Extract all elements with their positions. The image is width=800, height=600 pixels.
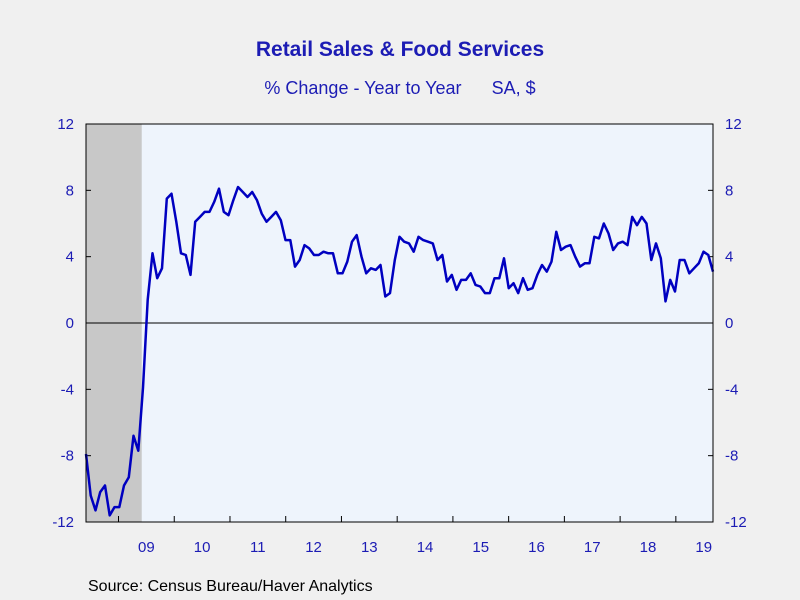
x-tick-label: 13 xyxy=(361,539,378,556)
y-tick-label-left: 4 xyxy=(66,249,74,266)
y-tick-label-right: -8 xyxy=(725,448,738,465)
y-axis-labels-left: 12 8 4 0 -4 -8 -12 xyxy=(52,116,74,531)
y-tick-label-right: 4 xyxy=(725,249,733,266)
x-tick-label: 16 xyxy=(528,539,545,556)
chart-source: Source: Census Bureau/Haver Analytics xyxy=(88,578,373,595)
y-tick-label-left: -12 xyxy=(52,514,74,531)
x-axis-labels: 09 10 11 12 13 14 15 16 17 18 19 xyxy=(138,539,712,556)
chart-subtitle: % Change - Year to Year SA, $ xyxy=(0,78,800,99)
plot-frame xyxy=(85,123,714,523)
y-axis-labels-right: 12 8 4 0 -4 -8 -12 xyxy=(725,116,747,531)
x-tick-label: 18 xyxy=(640,539,657,556)
y-tick-label-right: -12 xyxy=(725,514,747,531)
y-tick-label-right: 12 xyxy=(725,116,742,133)
x-tick-label: 12 xyxy=(305,539,322,556)
y-tick-label-left: 8 xyxy=(66,182,74,199)
subtitle-units: % Change - Year to Year xyxy=(264,78,462,98)
x-tick-label: 14 xyxy=(417,539,434,556)
x-tick-label: 17 xyxy=(584,539,601,556)
y-tick-label-left: -8 xyxy=(61,448,74,465)
x-tick-label: 19 xyxy=(695,539,712,556)
subtitle-adjustment: SA, $ xyxy=(491,78,536,98)
y-tick-label-right: 0 xyxy=(725,315,733,332)
chart-title: Retail Sales & Food Services xyxy=(255,38,545,61)
y-tick-label-left: -4 xyxy=(61,381,74,398)
x-tick-label: 09 xyxy=(138,539,155,556)
series-line xyxy=(84,185,715,517)
y-tick-label-left: 0 xyxy=(66,315,74,332)
y-tick-label-right: 8 xyxy=(725,182,733,199)
y-tick-label-left: 12 xyxy=(57,116,74,133)
x-tick-label: 11 xyxy=(250,539,266,556)
x-tick-label: 10 xyxy=(194,539,211,556)
x-tick-label: 15 xyxy=(472,539,489,556)
y-tick-label-right: -4 xyxy=(725,381,738,398)
year-tick-marks xyxy=(118,516,677,522)
